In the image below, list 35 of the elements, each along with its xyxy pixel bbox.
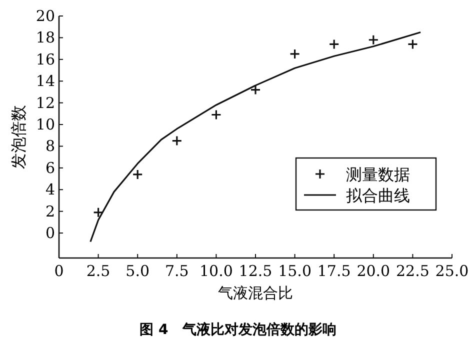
y-tick-label: 4 bbox=[45, 180, 55, 199]
x-tick-label: 12.5 bbox=[238, 262, 272, 280]
y-tick-label: 14 bbox=[36, 72, 55, 90]
x-tick-label: 20.0 bbox=[356, 262, 390, 280]
point bbox=[368, 34, 379, 46]
y-tick-label: 20 bbox=[36, 7, 55, 25]
legend-label: 拟合曲线 bbox=[346, 186, 410, 205]
point bbox=[407, 38, 418, 50]
x-tick-label: 7.5 bbox=[164, 262, 189, 280]
y-tick-label: 10 bbox=[36, 116, 55, 134]
x-tick-label: 10.0 bbox=[199, 262, 233, 280]
y-axis-title: 发泡倍数 bbox=[9, 105, 28, 169]
point bbox=[210, 109, 222, 120]
x-tick-label: 22.5 bbox=[396, 262, 430, 280]
point bbox=[250, 84, 261, 96]
x-tick-label: 25.0 bbox=[435, 262, 469, 280]
point bbox=[93, 207, 104, 218]
y-tick-label: 0 bbox=[45, 224, 55, 242]
y-tick-label: 8 bbox=[45, 137, 55, 156]
text: 图 4 气液比对发泡倍数的影响 bbox=[140, 321, 336, 338]
y-tick-label: 16 bbox=[36, 50, 55, 68]
point bbox=[290, 48, 300, 60]
x-axis-title: 气液混合比 bbox=[218, 284, 293, 302]
point bbox=[172, 136, 182, 146]
x-tick-label: 17.5 bbox=[317, 262, 351, 280]
y-tick-label: 6 bbox=[45, 158, 55, 177]
x-tick-label: 5.0 bbox=[126, 262, 150, 280]
y-tick-label: 2 bbox=[45, 202, 55, 220]
point bbox=[328, 38, 340, 50]
y-tick-label: 12 bbox=[36, 94, 55, 112]
x-tick-label: 2.5 bbox=[86, 262, 110, 280]
x-tick-label: 15.0 bbox=[278, 262, 312, 280]
y-tick-label: 18 bbox=[36, 28, 55, 47]
point bbox=[132, 169, 143, 180]
legend-label: 测量数据 bbox=[346, 165, 410, 184]
